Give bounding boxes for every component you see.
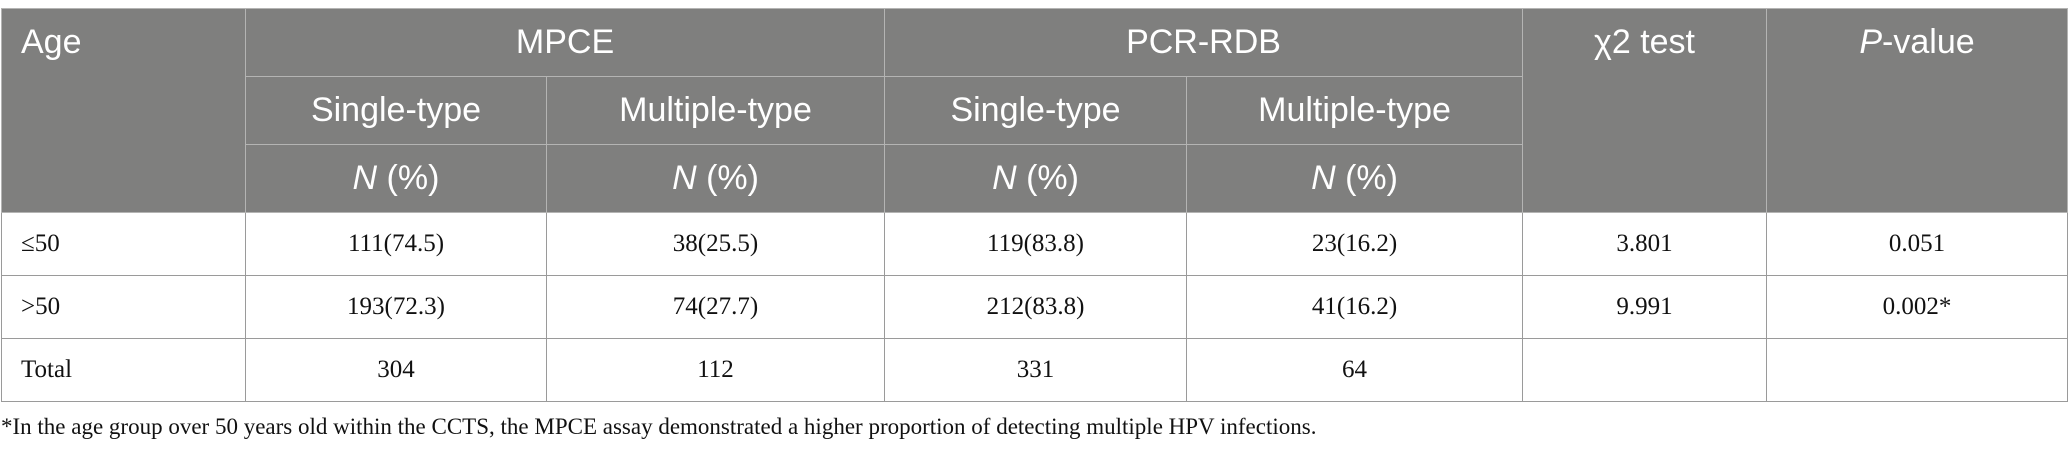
n-suffix: (%): [1016, 159, 1079, 197]
header-n-percent: N (%): [884, 144, 1188, 213]
header-age: Age: [1, 8, 246, 213]
table-body: ≤50 111(74.5) 38(25.5) 119(83.8) 23(16.2…: [1, 212, 2068, 402]
header-p-value: P-value: [1766, 8, 2068, 213]
table-row: Total 304 112 331 64: [1, 338, 2068, 402]
header-pcr-multiple: Multiple-type: [1186, 76, 1524, 145]
table-footnote: *In the age group over 50 years old with…: [1, 414, 1317, 439]
cell-age: >50: [1, 275, 246, 339]
header-row-3: N (%) N (%) N (%) N (%): [2, 144, 2068, 213]
n-italic: N: [352, 159, 378, 197]
cell-chi2: 9.991: [1522, 275, 1768, 339]
cell-mpce-single: 193(72.3): [245, 275, 547, 339]
n-suffix: (%): [1335, 159, 1398, 197]
header-n-percent: N (%): [245, 144, 547, 213]
cell-mpce-multiple: 74(27.7): [545, 275, 886, 339]
table-row: ≤50 111(74.5) 38(25.5) 119(83.8) 23(16.2…: [1, 212, 2068, 276]
p-italic: P: [1859, 23, 1883, 61]
header-pcr-rdb: PCR-RDB: [884, 8, 1524, 77]
cell-mpce-single: 111(74.5): [245, 212, 547, 276]
p-suffix: -value: [1882, 23, 1975, 61]
cell-pcr-single: 119(83.8): [884, 212, 1188, 276]
cell-p-value: [1766, 338, 2068, 402]
header-mpce: MPCE: [244, 8, 886, 77]
header-row-1: Age MPCE PCR-RDB χ2 test P-value: [1, 8, 2068, 213]
cell-chi2: [1522, 338, 1768, 402]
header-chi2-test: χ2 test: [1522, 8, 1768, 213]
cell-pcr-multiple: 23(16.2): [1186, 212, 1524, 276]
header-pcr-single: Single-type: [884, 76, 1188, 145]
n-italic: N: [672, 159, 697, 197]
results-table: Age MPCE PCR-RDB χ2 test P-value Single-…: [1, 8, 2068, 402]
header-n-percent: N (%): [1186, 144, 1524, 213]
header-mpce-multiple: Multiple-type: [545, 76, 886, 145]
cell-pcr-single: 212(83.8): [884, 275, 1188, 339]
table-row: >50 193(72.3) 74(27.7) 212(83.8) 41(16.2…: [1, 275, 2068, 339]
cell-p-value: 0.051: [1766, 212, 2068, 276]
cell-age: Total: [1, 338, 246, 402]
n-suffix: (%): [377, 159, 440, 197]
header-n-percent: N (%): [545, 144, 886, 213]
n-italic: N: [1311, 159, 1336, 197]
cell-pcr-multiple: 64: [1186, 338, 1524, 402]
cell-age: ≤50: [1, 212, 246, 276]
cell-mpce-multiple: 112: [545, 338, 886, 402]
n-italic: N: [992, 159, 1017, 197]
cell-chi2: 3.801: [1522, 212, 1768, 276]
header-row-2: Single-type Multiple-type Single-type Mu…: [2, 76, 2068, 145]
table-header: Age MPCE PCR-RDB χ2 test P-value Single-…: [1, 8, 2068, 213]
n-suffix: (%): [696, 159, 759, 197]
header-mpce-single: Single-type: [245, 76, 547, 145]
cell-p-value: 0.002*: [1766, 275, 2068, 339]
cell-mpce-single: 304: [245, 338, 547, 402]
cell-pcr-multiple: 41(16.2): [1186, 275, 1524, 339]
cell-mpce-multiple: 38(25.5): [545, 212, 886, 276]
cell-pcr-single: 331: [884, 338, 1188, 402]
